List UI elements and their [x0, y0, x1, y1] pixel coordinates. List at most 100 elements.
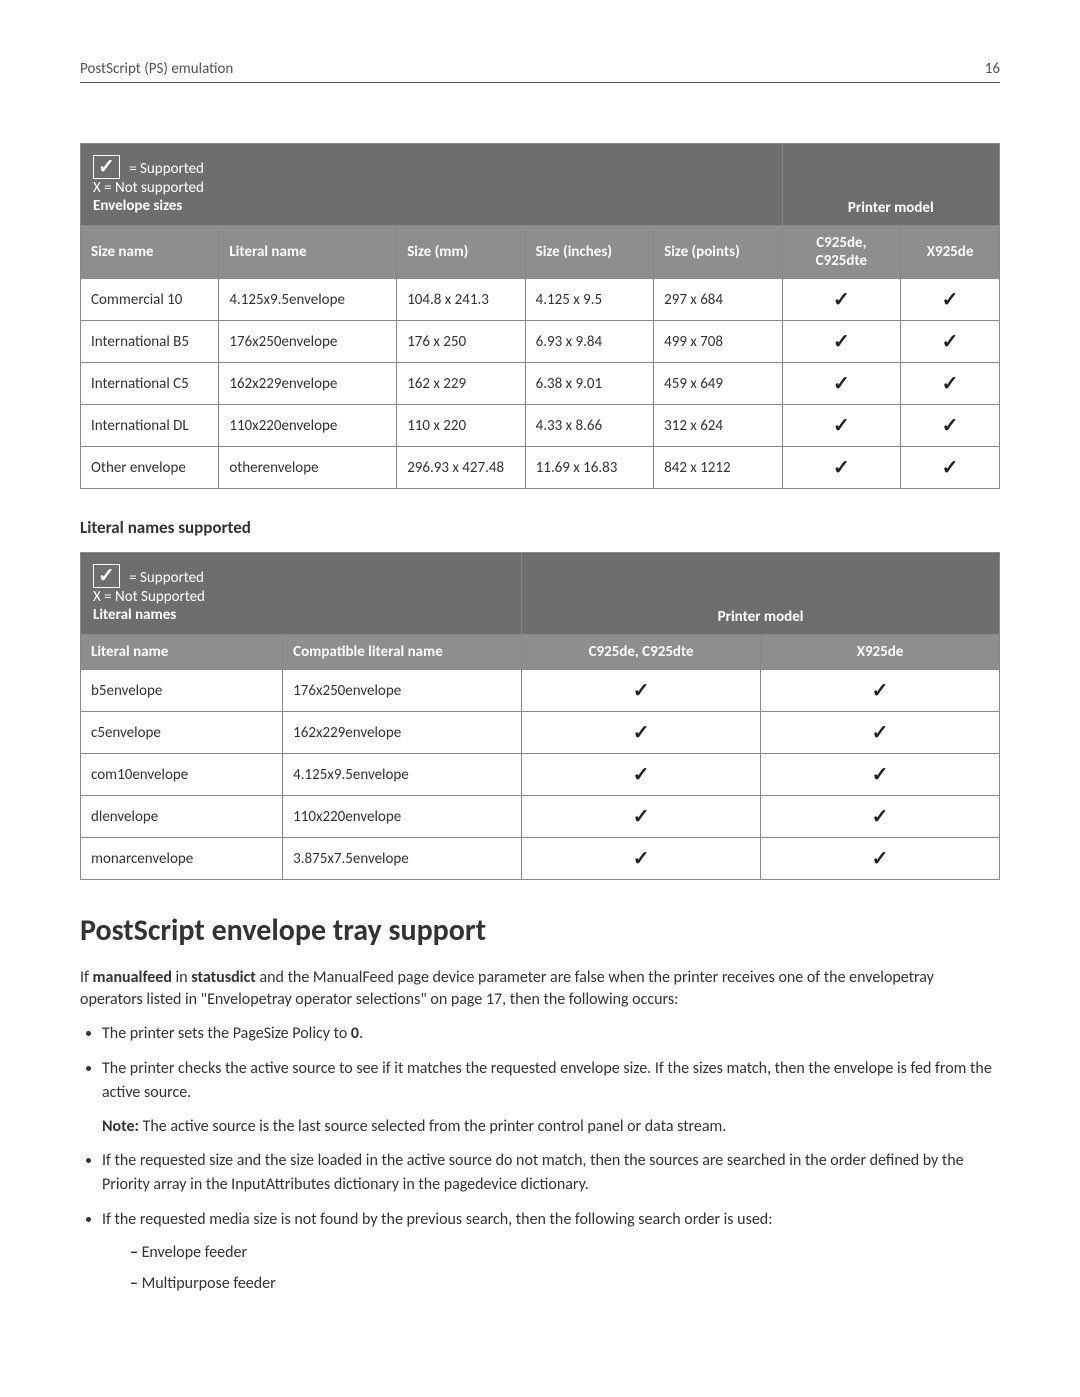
check-icon: ✓: [633, 806, 650, 828]
check-icon: ✓: [872, 722, 889, 744]
table-cell: 162x229envelope: [283, 712, 522, 754]
table-cell: monarcenvelope: [81, 838, 283, 880]
support-cell: ✓: [761, 796, 1000, 838]
list-item: If the requested size and the size loade…: [102, 1149, 1000, 1199]
list-item: Multipurpose feeder: [130, 1272, 1000, 1297]
table-cell: 110x220envelope: [283, 796, 522, 838]
support-cell: ✓: [901, 321, 1000, 363]
check-icon: ✓: [942, 457, 959, 479]
check-icon: ✓: [872, 806, 889, 828]
table-cell: otherenvelope: [219, 447, 397, 489]
text-bold: statusdict: [191, 968, 256, 987]
table-cell: 312 x 624: [654, 405, 782, 447]
table2-legend: ✓ = Supported X = Not Supported Literal …: [81, 553, 522, 635]
col-compat: Compatible literal name: [283, 635, 522, 670]
legend-supported: = Supported: [129, 569, 204, 587]
check-icon: ✓: [942, 331, 959, 353]
table-cell: 4.33 x 8.66: [525, 405, 653, 447]
table-cell: dlenvelope: [81, 796, 283, 838]
literal-names-table: ✓ = Supported X = Not Supported Literal …: [80, 552, 1000, 880]
table-row: International B5176x250envelope176 x 250…: [81, 321, 1000, 363]
printer-model-header: Printer model: [522, 553, 1000, 635]
note-text: The active source is the last source sel…: [139, 1117, 726, 1136]
list-item: If the requested media size is not found…: [102, 1208, 1000, 1296]
check-icon: ✓: [633, 764, 650, 786]
page-header: PostScript (PS) emulation 16: [80, 60, 1000, 83]
table-row: com10envelope4.125x9.5envelope✓✓: [81, 754, 1000, 796]
table-row: c5envelope162x229envelope✓✓: [81, 712, 1000, 754]
page-header-left: PostScript (PS) emulation: [80, 60, 233, 78]
col-model2: X925de: [901, 226, 1000, 279]
text-bold: 0: [351, 1024, 359, 1043]
check-icon: ✓: [833, 457, 850, 479]
check-icon: ✓: [93, 564, 120, 588]
support-cell: ✓: [782, 321, 901, 363]
legend-title: Literal names: [93, 606, 176, 624]
check-icon: ✓: [833, 331, 850, 353]
check-icon: ✓: [833, 373, 850, 395]
check-icon: ✓: [942, 415, 959, 437]
table-row: Other envelopeotherenvelope296.93 x 427.…: [81, 447, 1000, 489]
text: in: [172, 968, 191, 987]
table-cell: 162 x 229: [397, 363, 525, 405]
printer-model-header: Printer model: [782, 144, 999, 226]
table-cell: 162x229envelope: [219, 363, 397, 405]
table-cell: 176x250envelope: [283, 670, 522, 712]
table1-legend: ✓ = Supported X = Not supported Envelope…: [81, 144, 783, 226]
support-cell: ✓: [761, 754, 1000, 796]
table-cell: International DL: [81, 405, 219, 447]
table-cell: 4.125x9.5envelope: [283, 754, 522, 796]
check-icon: ✓: [633, 722, 650, 744]
text: The printer sets the PageSize Policy to: [102, 1024, 351, 1043]
table-row: monarcenvelope3.875x7.5envelope✓✓: [81, 838, 1000, 880]
col-size-in: Size (inches): [525, 226, 653, 279]
support-cell: ✓: [761, 838, 1000, 880]
table-row: Commercial 104.125x9.5envelope104.8 x 24…: [81, 279, 1000, 321]
list-item: Envelope feeder: [130, 1241, 1000, 1266]
envelope-sizes-table: ✓ = Supported X = Not supported Envelope…: [80, 143, 1000, 489]
support-cell: ✓: [782, 405, 901, 447]
support-cell: ✓: [901, 279, 1000, 321]
support-cell: ✓: [522, 796, 761, 838]
page-header-right: 16: [985, 60, 1000, 78]
support-cell: ✓: [901, 447, 1000, 489]
table-row: b5envelope176x250envelope ✓ ✓: [81, 670, 1000, 712]
table-cell: 6.38 x 9.01: [525, 363, 653, 405]
text-bold: manualfeed: [93, 968, 172, 987]
support-cell: ✓: [522, 754, 761, 796]
table-cell: 176 x 250: [397, 321, 525, 363]
legend-not-supported: X = Not supported: [93, 179, 204, 197]
support-cell: ✓: [761, 712, 1000, 754]
table-row: International DL110x220envelope110 x 220…: [81, 405, 1000, 447]
table-cell: Other envelope: [81, 447, 219, 489]
support-cell: ✓: [782, 363, 901, 405]
table-cell: 104.8 x 241.3: [397, 279, 525, 321]
col-size-name: Size name: [81, 226, 219, 279]
table-cell: 4.125x9.5envelope: [219, 279, 397, 321]
table-cell: 11.69 x 16.83: [525, 447, 653, 489]
table-row: International C5162x229envelope162 x 229…: [81, 363, 1000, 405]
support-cell: ✓: [901, 363, 1000, 405]
col-literal-name: Literal name: [219, 226, 397, 279]
table-cell: 297 x 684: [654, 279, 782, 321]
support-cell: ✓: [522, 838, 761, 880]
check-icon: ✓: [833, 415, 850, 437]
check-icon: ✓: [633, 680, 650, 702]
support-cell: ✓: [901, 405, 1000, 447]
support-cell: ✓: [782, 447, 901, 489]
literal-names-heading: Literal names supported: [80, 517, 1000, 538]
table-cell: 842 x 1212: [654, 447, 782, 489]
table-row: dlenvelope110x220envelope ✓ ✓: [81, 796, 1000, 838]
table-cell: 110x220envelope: [219, 405, 397, 447]
table-cell: 176x250envelope: [219, 321, 397, 363]
sub-list: Envelope feeder Multipurpose feeder: [130, 1241, 1000, 1297]
note-label: Note:: [102, 1117, 139, 1136]
col-model1: C925de, C925dte: [782, 226, 901, 279]
check-icon: ✓: [942, 373, 959, 395]
support-cell: ✓: [761, 670, 1000, 712]
list-item: The printer checks the active source to …: [102, 1057, 1000, 1139]
table-cell: b5envelope: [81, 670, 283, 712]
col-model1: C925de, C925dte: [522, 635, 761, 670]
support-cell: ✓: [522, 712, 761, 754]
check-icon: ✓: [833, 289, 850, 311]
